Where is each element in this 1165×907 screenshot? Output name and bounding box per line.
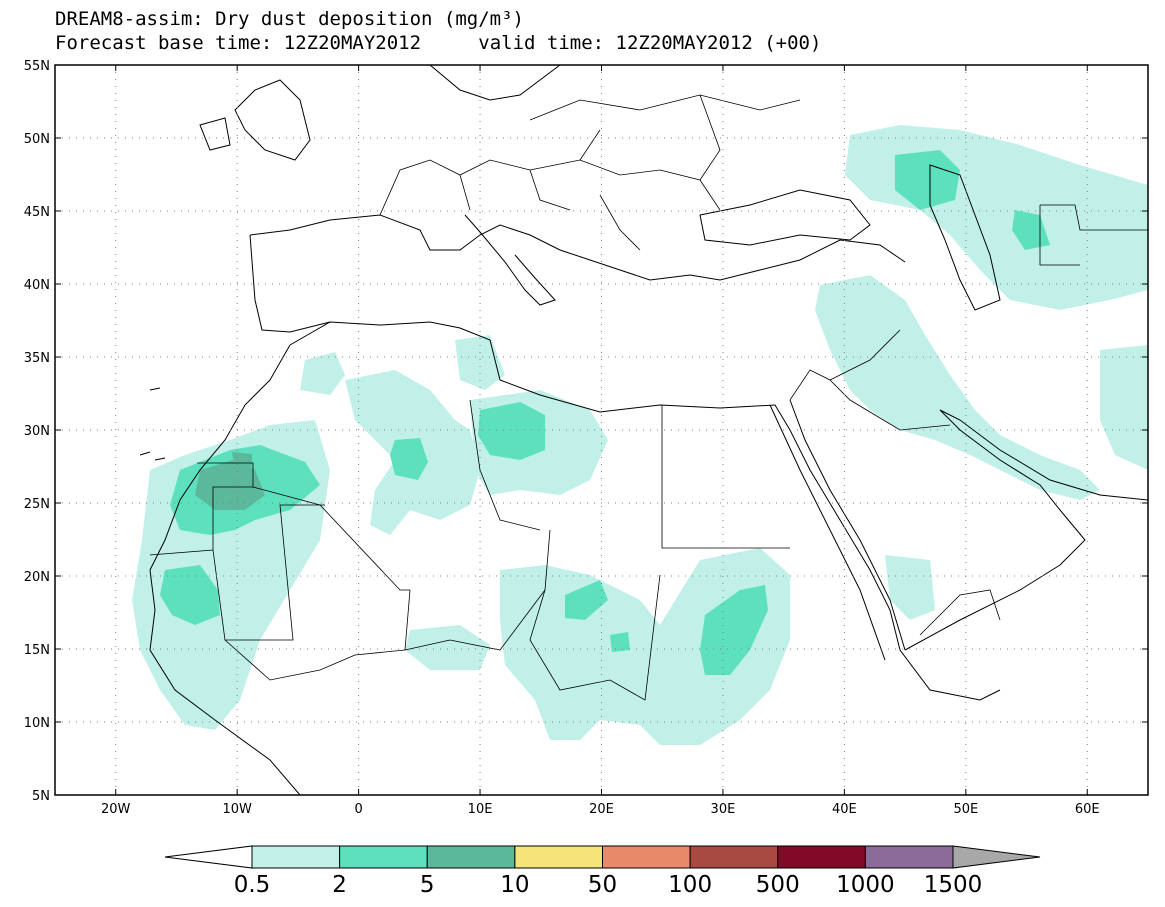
forecast-time-line: Forecast base time: 12Z20MAY2012 valid t… — [55, 32, 821, 54]
colorbar-label: 1500 — [924, 872, 983, 898]
lon-tick-label: 10E — [468, 802, 493, 817]
colorbar-label: 500 — [756, 872, 800, 898]
lon-tick-label: 30E — [711, 802, 736, 817]
lat-tick-label: 30N — [24, 424, 50, 439]
lat-tick-label: 25N — [24, 497, 50, 512]
lat-tick-label: 20N — [24, 570, 50, 585]
border-central-asia — [1039, 204, 1148, 266]
dust-area-sudan-core — [700, 585, 768, 675]
colorbar-swatch — [339, 845, 428, 869]
lon-tick-label: 20E — [589, 802, 614, 817]
colorbar-label: 1000 — [836, 872, 895, 898]
colorbar-label: 10 — [500, 872, 529, 898]
colorbar-label: 2 — [332, 872, 347, 898]
colorbar-label: 100 — [668, 872, 712, 898]
arabia-coast — [904, 409, 1148, 651]
dust-area-aral — [1012, 210, 1050, 250]
dust-area-middle-east — [815, 275, 1100, 500]
colorbar-under-triangle — [164, 845, 253, 869]
lon-tick-label: 0 — [354, 802, 362, 817]
dust-contour-0.5 — [132, 125, 1148, 745]
uk-coast — [199, 79, 311, 161]
dust-area-chad-small — [610, 632, 630, 652]
lat-tick-label: 35N — [24, 351, 50, 366]
colorbar-label: 50 — [588, 872, 617, 898]
dust-area-mali — [405, 625, 490, 670]
dust-area-libya-core — [478, 402, 545, 460]
lat-tick-label: 10N — [24, 716, 50, 731]
caspian-sea — [929, 164, 1001, 311]
colorbar-label: 5 — [420, 872, 435, 898]
colorbar-label: 0.5 — [234, 872, 271, 898]
colorbar-swatch — [777, 845, 866, 869]
dust-area-morocco — [300, 352, 345, 395]
lat-tick-label: 5N — [32, 789, 50, 804]
europe-coast — [249, 214, 906, 333]
red-sea — [769, 399, 906, 661]
lat-tick-label: 15N — [24, 643, 50, 658]
colorbar-swatch — [864, 845, 954, 869]
colorbar-swatch — [514, 845, 603, 869]
dust-area-caspian-core — [895, 150, 960, 210]
colorbar-over-triangle — [952, 845, 1041, 869]
border-eastern-europe — [529, 94, 801, 181]
graticule — [55, 65, 1148, 795]
border-europe — [379, 159, 721, 251]
border-sahel — [224, 639, 406, 681]
border-western-sahara — [149, 462, 254, 556]
dust-area-persia — [1100, 345, 1148, 470]
lon-tick-label: 10W — [222, 802, 252, 817]
coastlines — [139, 65, 1148, 795]
africa-coast — [149, 321, 1001, 795]
base-time-text: Forecast base time: 12Z20MAY2012 — [55, 32, 422, 54]
lat-tick-label: 50N — [24, 132, 50, 147]
border-saudi-yemen — [919, 589, 1001, 636]
lat-tick-label: 40N — [24, 278, 50, 293]
italy-coast — [464, 214, 556, 306]
map-title: DREAM8-assim: Dry dust deposition (mg/m³… — [55, 8, 524, 30]
black-sea — [699, 189, 871, 246]
lat-tick-label: 55N — [24, 59, 50, 74]
border-libya-egypt — [661, 405, 790, 549]
border-algeria-mali — [252, 486, 410, 591]
colorbar: 0.5 2 5 10 50 100 500 1000 1500 — [164, 845, 1041, 898]
dust-area-sahara-peak — [195, 458, 265, 510]
colorbar-swatch — [602, 845, 691, 869]
lon-tick-label: 50E — [953, 802, 978, 817]
latitude-axis: 5N 10N 15N 20N 25N 30N 35N 40N 45N 50N 55N — [24, 59, 1148, 804]
dust-area-arabia — [885, 555, 935, 620]
longitude-axis: 20W 10W 0 10E 20E 30E 40E 50E 60E — [101, 65, 1100, 817]
lon-tick-label: 60E — [1075, 802, 1100, 817]
colorbar-swatch — [251, 845, 341, 869]
dust-area-libya — [455, 335, 505, 390]
lon-tick-label: 40E — [832, 802, 857, 817]
country-borders — [149, 94, 1148, 701]
scandinavia-coast — [429, 65, 561, 101]
border-niger — [404, 589, 546, 651]
border-mauritania — [212, 504, 325, 641]
dust-area-algeria-core — [390, 438, 428, 480]
dust-contour-2 — [160, 150, 1050, 675]
dust-area-sahara-peak-2 — [232, 452, 252, 466]
dust-area-chad-core — [565, 580, 608, 620]
map-area — [55, 65, 1148, 795]
colorbar-swatch — [426, 845, 516, 869]
valid-time-text: valid time: 12Z20MAY2012 (+00) — [478, 32, 822, 54]
lat-tick-label: 45N — [24, 205, 50, 220]
colorbar-swatch — [689, 845, 779, 869]
dust-contour-5 — [195, 452, 265, 510]
madagascar-islands — [139, 387, 166, 461]
dust-area-mauritania — [160, 565, 220, 625]
lon-tick-label: 20W — [101, 802, 131, 817]
border-algeria-libya — [469, 399, 541, 531]
border-middle-east — [789, 329, 951, 431]
